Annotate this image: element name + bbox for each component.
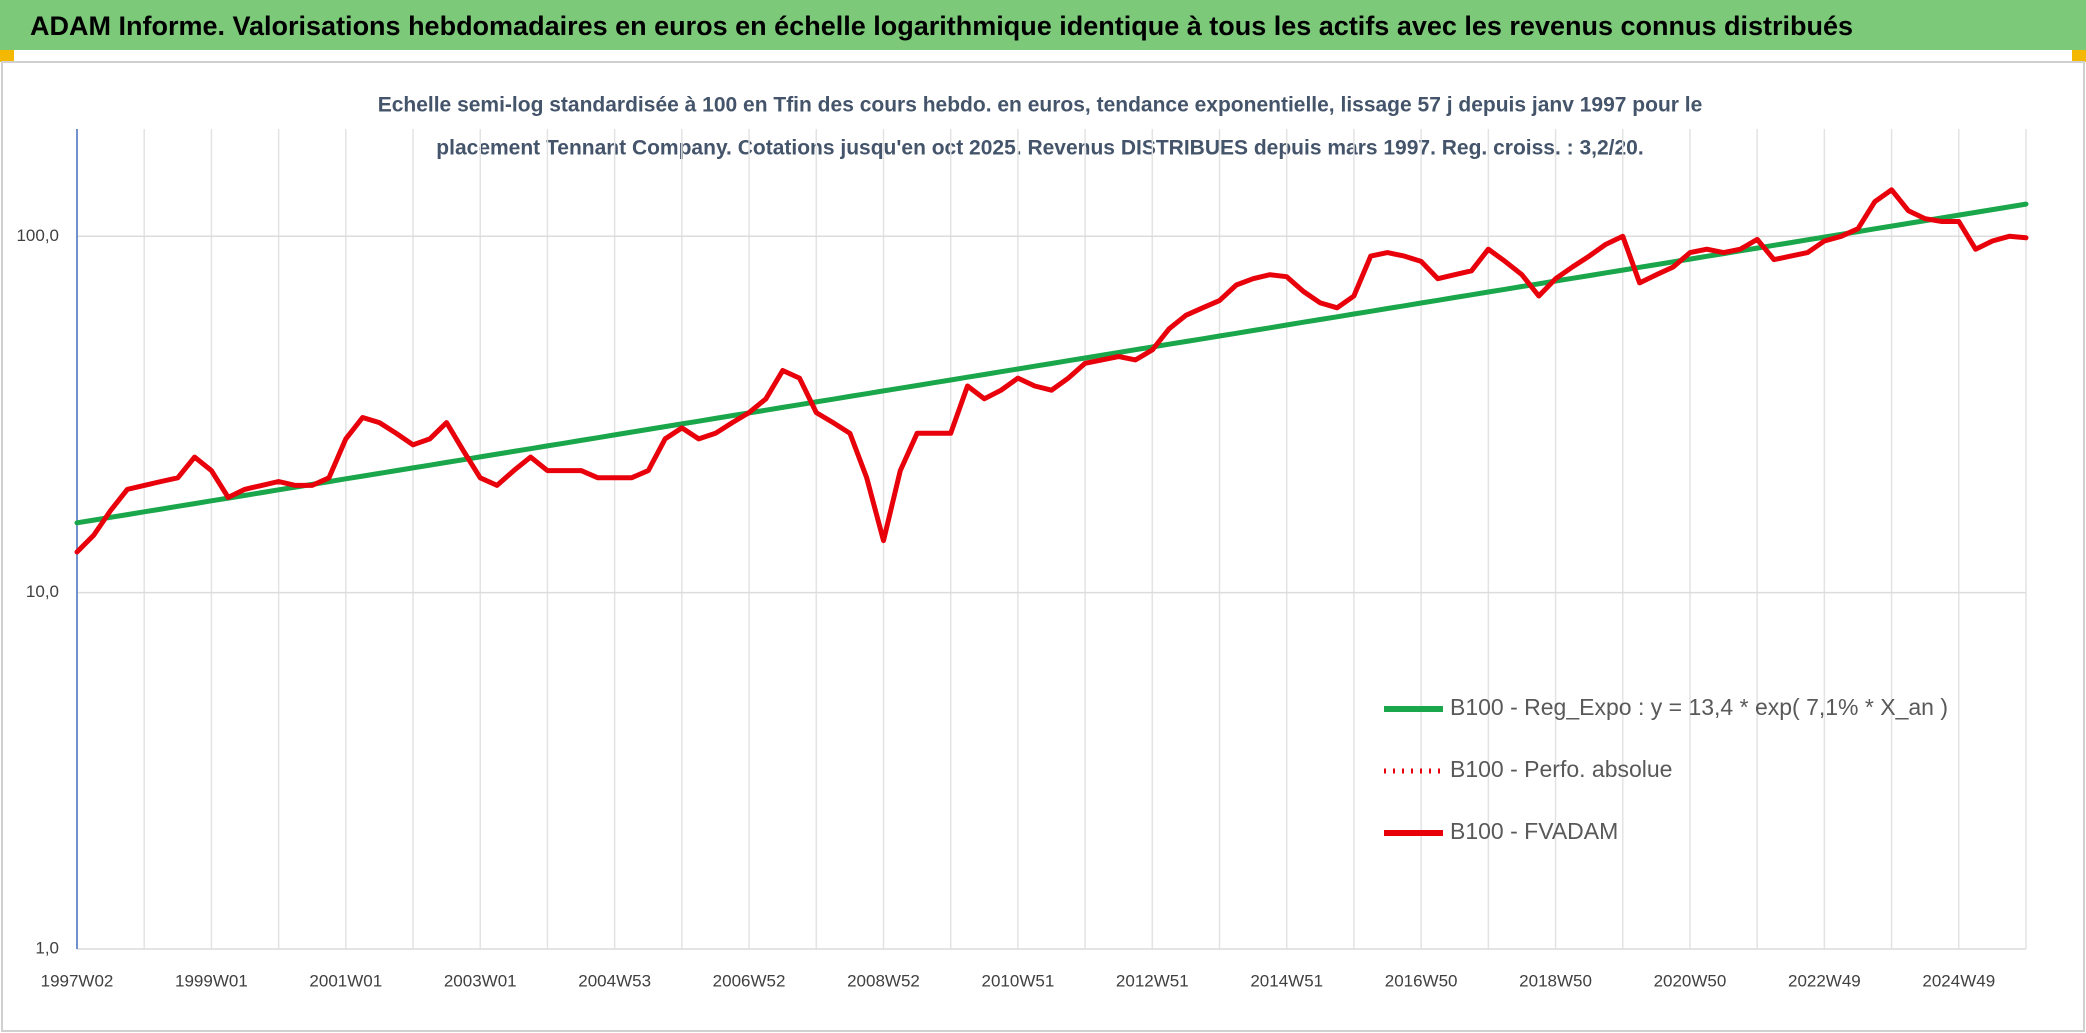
corner-mark — [0, 50, 14, 62]
x-tick-label: 2008W52 — [847, 971, 920, 990]
y-tick-label: 100,0 — [16, 226, 59, 245]
chart-frame — [1, 61, 2085, 1032]
x-tick-label: 2003W01 — [444, 971, 517, 990]
header-bar — [0, 0, 2086, 50]
y-tick-label: 10,0 — [26, 582, 59, 601]
x-tick-label: 2018W50 — [1519, 971, 1592, 990]
x-tick-label: 2001W01 — [309, 971, 382, 990]
x-tick-label: 2016W50 — [1385, 971, 1458, 990]
x-tick-label: 2006W52 — [713, 971, 786, 990]
series-line — [74, 187, 2029, 555]
chart-title: ADAM Informe. Valorisations hebdomadaire… — [30, 11, 1853, 41]
chart-subtitle: placement Tennant Company. Cotations jus… — [436, 137, 1643, 160]
x-tick-label: 2010W51 — [982, 971, 1055, 990]
chart-subtitle: Echelle semi-log standardisée à 100 en T… — [378, 94, 1703, 117]
series-line — [75, 187, 2028, 554]
x-tick-label: 2004W53 — [578, 971, 651, 990]
x-tick-label: 1999W01 — [175, 971, 248, 990]
legend-label: B100 - Reg_Expo : y = 13,4 * exp( 7,1% *… — [1450, 694, 1948, 720]
x-tick-label: 2012W51 — [1116, 971, 1189, 990]
corner-mark — [2072, 50, 2086, 62]
legend-label: B100 - FVADAM — [1450, 818, 1618, 844]
x-tick-label: 2024W49 — [1922, 971, 1995, 990]
x-tick-label: 2022W49 — [1788, 971, 1861, 990]
y-tick-label: 1,0 — [35, 938, 59, 957]
x-tick-label: 1997W02 — [41, 971, 114, 990]
series-line — [74, 201, 2029, 526]
legend-label: B100 - Perfo. absolue — [1450, 756, 1672, 782]
x-tick-label: 2014W51 — [1250, 971, 1323, 990]
x-tick-label: 2020W50 — [1654, 971, 1727, 990]
